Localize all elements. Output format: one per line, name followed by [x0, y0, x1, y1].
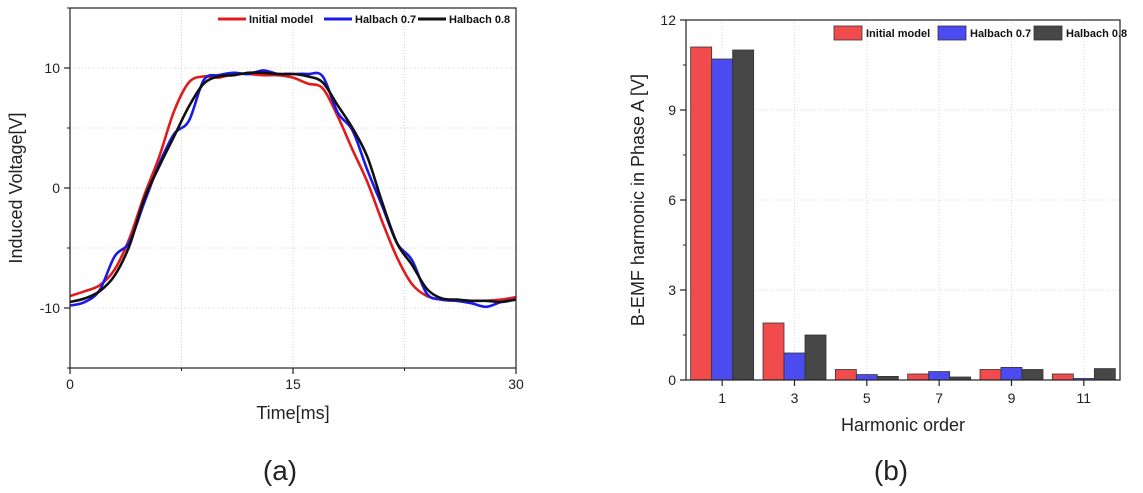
- series-line: [69, 71, 517, 304]
- bar: [979, 369, 1002, 381]
- x-tick-label: 30: [508, 376, 524, 392]
- bar-chart-y-axis-label: B-EMF harmonic in Phase A [V]: [628, 74, 648, 326]
- x-tick-label: 1: [718, 390, 726, 406]
- line-chart-x-axis-label: Time[ms]: [256, 403, 329, 423]
- y-tick-label: 9: [668, 102, 676, 118]
- x-tick-label: 15: [285, 376, 301, 392]
- bar: [762, 322, 785, 381]
- x-tick-label: 7: [935, 390, 943, 406]
- x-tick-label: 5: [863, 390, 871, 406]
- bar-chart-ticks: 1 3 5 7 9 11 0 3 6 9 12: [660, 12, 1091, 406]
- y-tick-label: 12: [660, 12, 676, 28]
- panel-label-a: (a): [263, 455, 297, 486]
- legend-color-swatch: [937, 25, 967, 41]
- bar-chart-panel: 1 3 5 7 9 11 0 3 6 9 12 Initial model Halbach 0.7 Ha…: [628, 12, 1127, 486]
- bar: [855, 374, 878, 381]
- bar: [804, 334, 827, 381]
- legend-color-swatch: [1033, 25, 1063, 41]
- legend-label: Halbach 0.8: [1066, 28, 1127, 40]
- bar-chart-x-axis-label: Harmonic order: [841, 415, 965, 435]
- line-chart-ticks: 0 15 30 -10 0 10: [40, 7, 524, 392]
- line-chart-panel: 0 15 30 -10 0 10 Initial model Halbach 0.7 Halb…: [6, 7, 524, 486]
- legend-label: Initial model: [866, 28, 930, 40]
- bar-chart-legend: Initial model Halbach 0.7 Halbach 0.8: [833, 25, 1127, 41]
- legend-label: Initial model: [249, 14, 313, 26]
- bar: [1021, 369, 1044, 381]
- x-tick-label: 0: [66, 376, 74, 392]
- x-tick-label: 11: [1077, 390, 1092, 406]
- y-tick-label: 3: [668, 282, 676, 298]
- legend-label: Halbach 0.7: [355, 14, 416, 26]
- y-tick-label: 0: [52, 180, 60, 196]
- line-chart-y-axis-label: Induced Voltage[V]: [6, 112, 26, 263]
- x-tick-label: 9: [1008, 390, 1016, 406]
- y-tick-label: 6: [668, 192, 676, 208]
- bar-chart-bars-group: [690, 46, 1116, 381]
- y-tick-label: 10: [44, 60, 60, 76]
- y-tick-label: -10: [40, 300, 60, 316]
- legend-label: Halbach 0.7: [970, 28, 1031, 40]
- bar: [834, 369, 857, 381]
- legend-color-swatch: [833, 25, 863, 41]
- bar: [907, 373, 930, 381]
- legend-label: Halbach 0.8: [449, 14, 510, 26]
- x-tick-label: 3: [791, 390, 799, 406]
- bar: [783, 352, 806, 381]
- bar: [690, 46, 713, 381]
- bar: [1093, 368, 1116, 381]
- bar: [732, 49, 755, 381]
- line-chart-legend: Initial model Halbach 0.7 Halbach 0.8: [218, 14, 510, 26]
- bar: [1000, 366, 1023, 381]
- line-chart-grid: [70, 8, 516, 368]
- panel-label-b: (b): [874, 455, 908, 486]
- bar: [1051, 373, 1074, 381]
- line-chart-series-group: [69, 69, 517, 309]
- bar: [928, 371, 951, 381]
- bar: [711, 58, 734, 381]
- y-tick-label: 0: [668, 372, 676, 388]
